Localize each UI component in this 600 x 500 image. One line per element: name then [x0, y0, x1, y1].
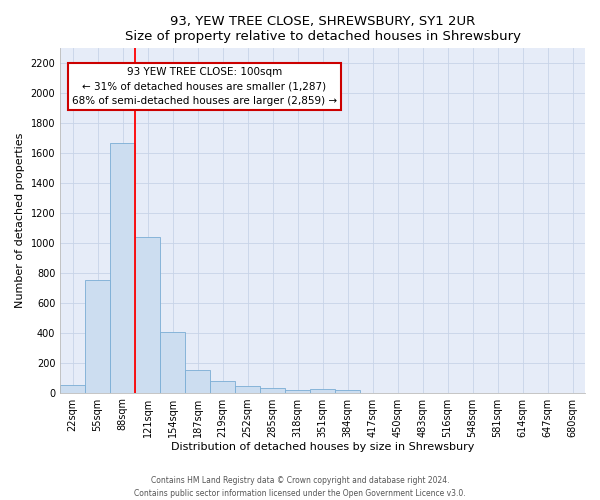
Bar — [160, 332, 185, 392]
Y-axis label: Number of detached properties: Number of detached properties — [15, 133, 25, 308]
Bar — [110, 142, 135, 392]
Bar — [60, 385, 85, 392]
Bar — [260, 388, 285, 392]
Bar — [310, 389, 335, 392]
Text: 93 YEW TREE CLOSE: 100sqm
← 31% of detached houses are smaller (1,287)
68% of se: 93 YEW TREE CLOSE: 100sqm ← 31% of detac… — [72, 68, 337, 106]
Bar — [235, 386, 260, 392]
Bar — [335, 390, 360, 392]
Bar — [135, 237, 160, 392]
Title: 93, YEW TREE CLOSE, SHREWSBURY, SY1 2UR
Size of property relative to detached ho: 93, YEW TREE CLOSE, SHREWSBURY, SY1 2UR … — [125, 15, 521, 43]
Bar — [185, 370, 210, 392]
Bar — [210, 380, 235, 392]
Text: Contains HM Land Registry data © Crown copyright and database right 2024.
Contai: Contains HM Land Registry data © Crown c… — [134, 476, 466, 498]
X-axis label: Distribution of detached houses by size in Shrewsbury: Distribution of detached houses by size … — [171, 442, 474, 452]
Bar — [85, 280, 110, 392]
Bar — [285, 390, 310, 392]
